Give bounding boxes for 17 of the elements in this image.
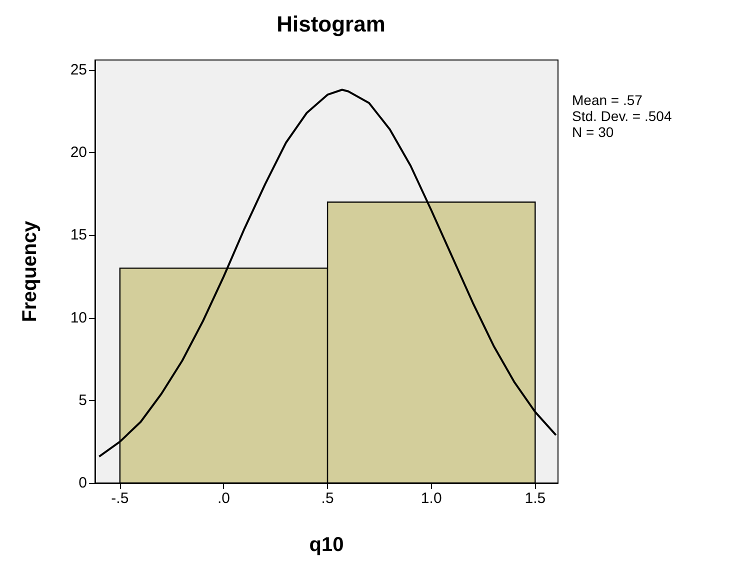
text: Std. Dev. = .504 — [572, 108, 672, 124]
y-tick-label: 25 — [70, 61, 87, 78]
x-tick-label: -.5 — [111, 490, 129, 507]
y-tick-label: 20 — [70, 144, 87, 162]
y-tick-label: 10 — [70, 309, 87, 326]
text: N = 30 — [572, 124, 614, 140]
x-axis-title: q10 — [309, 534, 344, 556]
y-tick-label: 15 — [70, 226, 87, 244]
text: Mean = .57 — [572, 92, 643, 108]
x-tick-label: .5 — [321, 490, 334, 507]
chart-title: Histogram — [276, 12, 386, 36]
x-tick-label: .0 — [217, 490, 230, 507]
x-tick-label: 1.0 — [420, 490, 442, 507]
y-tick-label: 0 — [78, 474, 87, 492]
y-tick-label: 5 — [78, 392, 87, 409]
y-axis-title: Frequency — [19, 220, 41, 322]
x-tick-label: 1.5 — [524, 490, 546, 507]
